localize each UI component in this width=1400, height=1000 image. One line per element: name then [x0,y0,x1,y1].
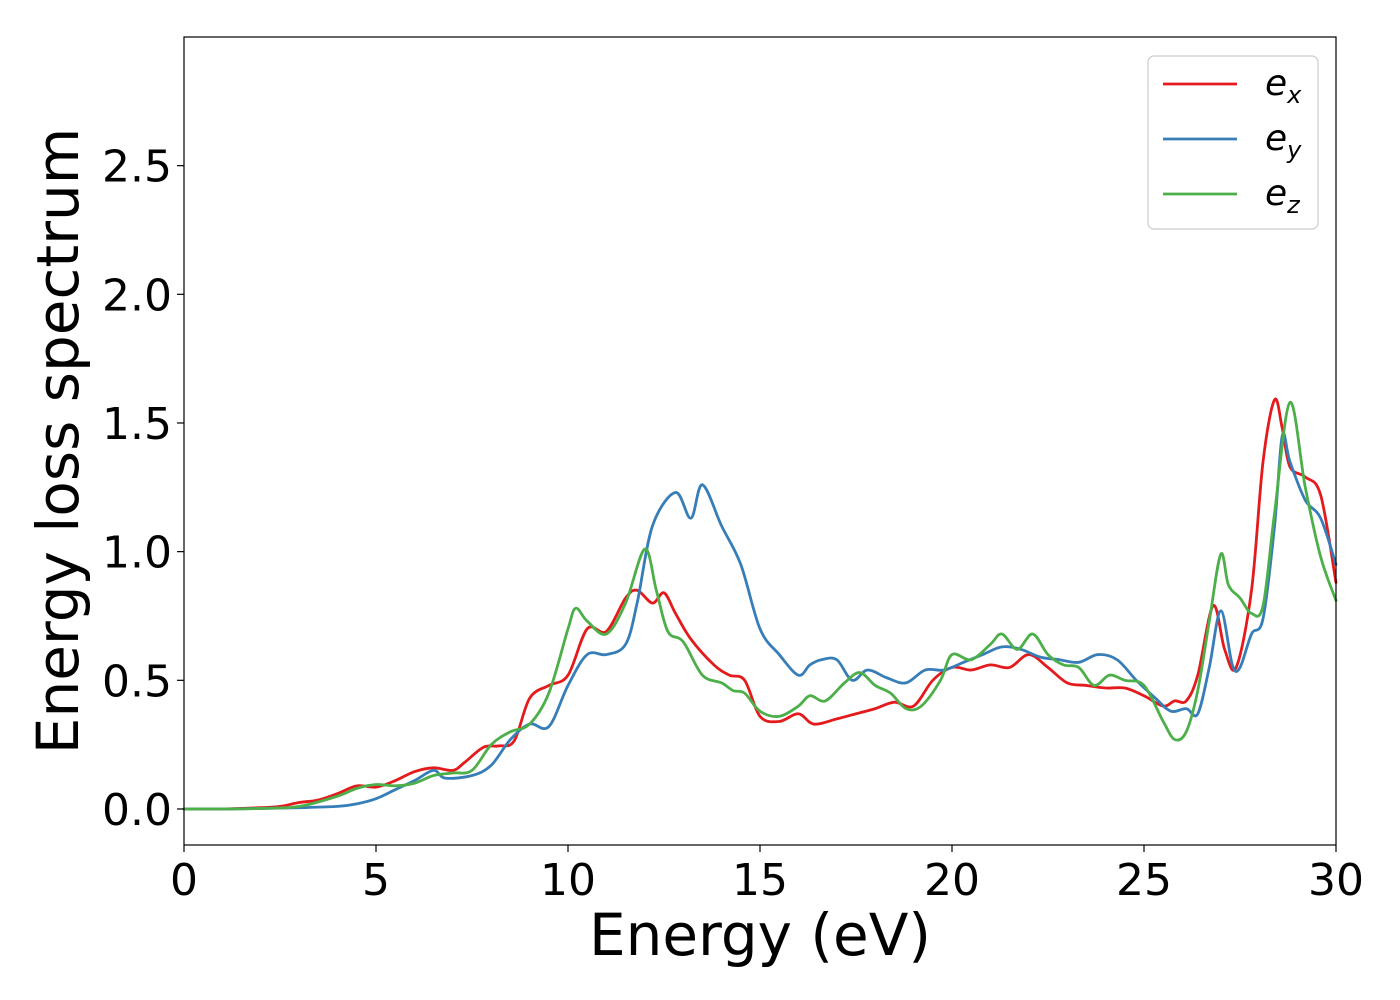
y-tick-label: 2.5 [102,142,172,193]
x-tick-label: 5 [362,855,390,906]
x-axis-ticks: 0 5 10 15 20 25 30 [170,845,1364,906]
y-tick-label: 1.0 [102,528,172,579]
series-layer [182,397,1338,811]
series-line-ez [182,400,1338,811]
x-tick-label: 25 [1116,855,1172,906]
legend-box [1147,55,1319,230]
legend-label-ez: ez [1265,173,1301,219]
y-axis-label: Energy loss spectrum [24,128,92,754]
y-tick-label: 0.0 [102,785,172,836]
y-tick-label: 1.5 [102,399,172,450]
x-tick-label: 10 [540,855,596,906]
legend-items: ex ey ez [1163,63,1302,219]
y-tick-label: 0.5 [102,656,172,707]
x-tick-label: 0 [170,855,198,906]
legend-label-ey: ey [1265,118,1302,164]
series-line-ey [182,432,1338,811]
y-axis-ticks: 0.0 0.5 1.0 1.5 2.0 2.5 [102,142,184,836]
y-tick-label: 2.0 [102,270,172,321]
legend: ex ey ez [1147,55,1319,230]
legend-label-ex: ex [1265,63,1302,109]
x-tick-label: 30 [1308,855,1364,906]
x-tick-label: 20 [924,855,980,906]
x-axis-label: Energy (eV) [589,901,931,969]
x-tick-label: 15 [732,855,788,906]
